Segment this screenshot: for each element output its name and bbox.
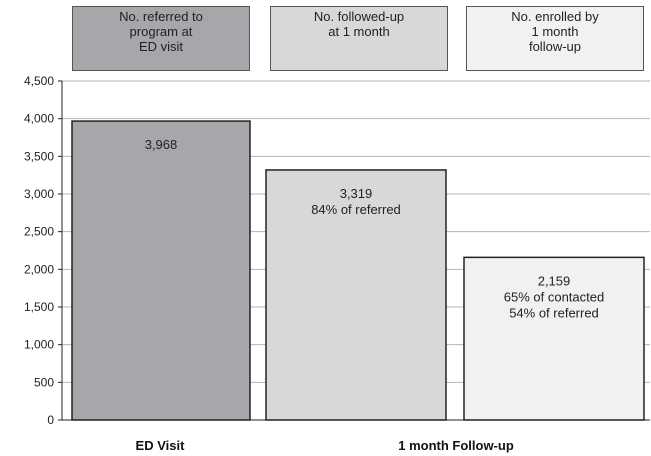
legend-referred: No. referred to program at ED visit xyxy=(72,6,250,71)
bar-1 xyxy=(71,120,251,421)
y-tick-label: 0 xyxy=(47,413,54,427)
legend-enrolled: No. enrolled by 1 month follow-up xyxy=(466,6,644,71)
data-label: 65% of contacted xyxy=(504,289,604,304)
data-label: 84% of referred xyxy=(311,202,401,217)
y-tick-label: 2,500 xyxy=(24,225,54,239)
y-tick-label: 1,000 xyxy=(24,338,54,352)
y-tick-label: 4,000 xyxy=(24,112,54,126)
data-label: 54% of referred xyxy=(509,305,599,320)
y-tick-label: 1,500 xyxy=(24,300,54,314)
bar-3 xyxy=(463,256,645,421)
y-tick-label: 3,500 xyxy=(24,149,54,163)
legend-followed-up: No. followed-up at 1 month xyxy=(270,6,448,71)
data-label: 3,319 xyxy=(340,186,373,201)
data-label: 2,159 xyxy=(538,273,571,288)
data-label: 3,968 xyxy=(145,137,178,152)
y-tick-label: 2,000 xyxy=(24,262,54,276)
y-tick-label: 4,500 xyxy=(24,74,54,88)
category-label-ed-visit: ED Visit xyxy=(135,438,185,453)
bar-2 xyxy=(265,169,447,421)
y-tick-label: 3,000 xyxy=(24,187,54,201)
y-tick-label: 500 xyxy=(34,375,54,389)
category-label-follow-up: 1 month Follow-up xyxy=(398,438,514,453)
